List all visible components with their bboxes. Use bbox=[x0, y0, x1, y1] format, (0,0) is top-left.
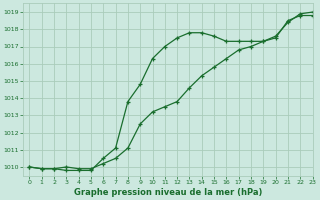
X-axis label: Graphe pression niveau de la mer (hPa): Graphe pression niveau de la mer (hPa) bbox=[74, 188, 262, 197]
